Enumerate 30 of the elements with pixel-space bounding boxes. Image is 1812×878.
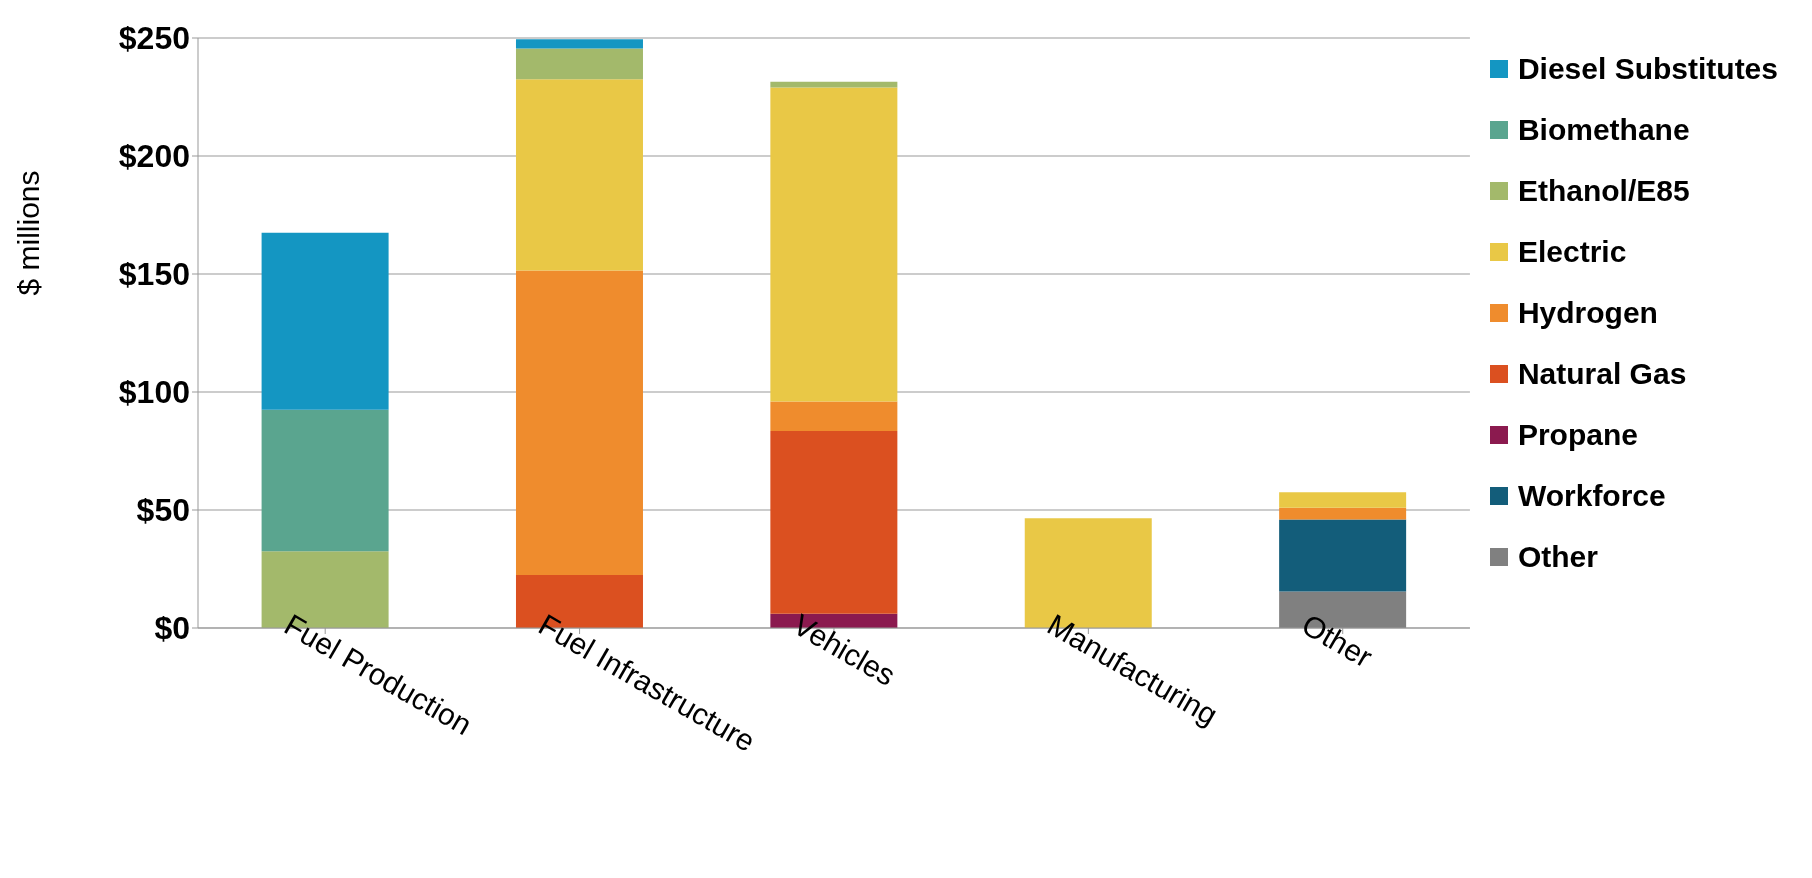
bar [261, 409, 389, 552]
bar [770, 430, 898, 614]
y-tick-label: $100 [118, 374, 190, 411]
bar [1279, 492, 1407, 508]
y-axis-title: $ millions [11, 170, 45, 296]
bar [770, 87, 898, 402]
legend-label: Electric [1517, 234, 1627, 269]
bar [1279, 519, 1407, 592]
legend-label: Natural Gas [1517, 356, 1687, 391]
legend-label: Diesel Substitutes [1517, 51, 1778, 86]
y-tick-label: $150 [118, 256, 190, 293]
bar [515, 79, 643, 271]
bar [261, 232, 389, 410]
legend-label: Hydrogen [1517, 295, 1658, 330]
bar [515, 39, 643, 49]
bar [515, 48, 643, 80]
x-tick-label: Other [1296, 607, 1378, 674]
bar [770, 81, 898, 88]
bar [515, 270, 643, 575]
y-tick-label: $0 [154, 610, 190, 647]
bar [1279, 507, 1407, 520]
y-tick-label: $50 [136, 492, 190, 529]
legend-label: Biomethane [1517, 112, 1690, 147]
legend-label: Other [1517, 539, 1598, 574]
legend-label: Ethanol/E85 [1517, 173, 1690, 208]
legend-label: Propane [1517, 417, 1638, 452]
y-tick-label: $250 [118, 20, 190, 57]
bar [770, 401, 898, 431]
legend-label: Workforce [1517, 478, 1666, 513]
y-tick-label: $200 [118, 138, 190, 175]
